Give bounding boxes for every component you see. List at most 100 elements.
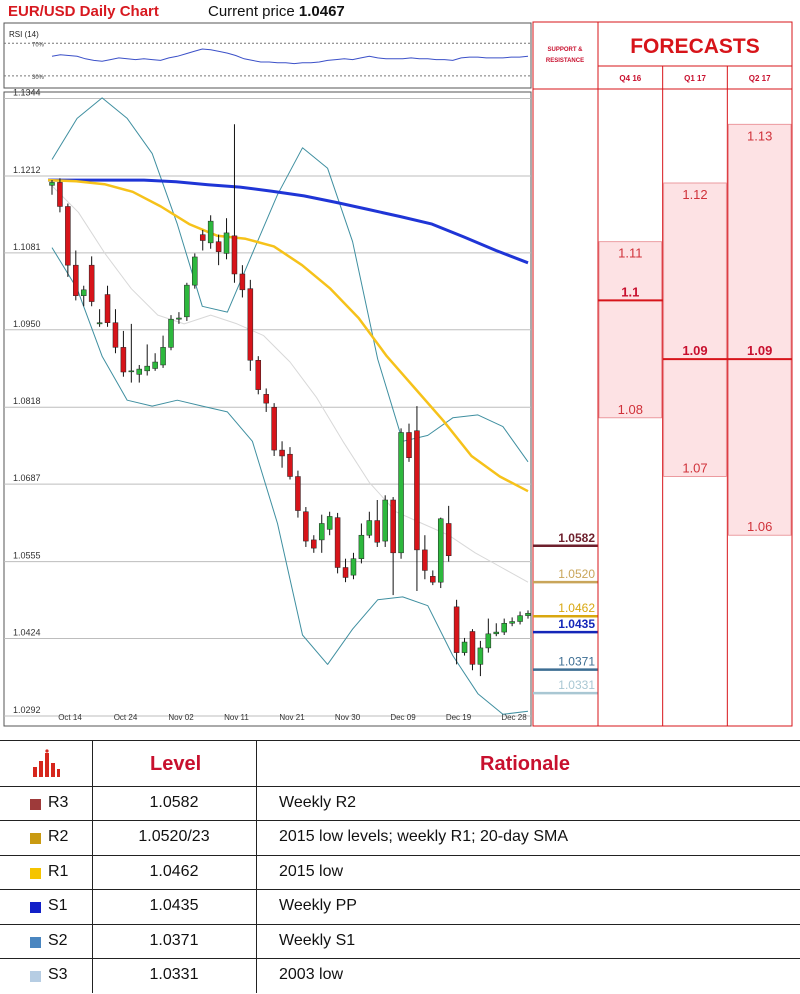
candle-down	[342, 567, 349, 578]
candle-up	[168, 318, 174, 348]
x-tick-label: Nov 30	[335, 713, 361, 722]
sr-level-label: 1.0331	[558, 678, 595, 692]
candle-down	[406, 432, 412, 458]
level-color-swatch	[30, 867, 41, 879]
forecast-mid-label: 1.09	[682, 343, 707, 358]
bar-chart-icon	[33, 749, 60, 777]
x-tick-label: Nov 11	[224, 713, 249, 722]
forecast-range-box	[727, 123, 792, 536]
rsi-panel	[3, 22, 532, 89]
level-name: R1	[48, 862, 69, 880]
forecasts-title: FORECASTS	[630, 35, 760, 58]
level-value: 1.0371	[149, 931, 199, 949]
level-name: R2	[48, 828, 69, 846]
candle-up	[398, 432, 404, 554]
quarter-label: Q1 17	[684, 74, 706, 83]
candle-up	[160, 347, 166, 366]
candle-down	[88, 264, 95, 302]
candle-up	[493, 631, 500, 635]
forecast-low-label: 1.06	[747, 519, 772, 534]
candle-up	[477, 647, 484, 665]
sr-level-label: 1.0435	[558, 617, 595, 631]
candle-up	[382, 499, 388, 542]
sr-level-label: 1.0520	[558, 567, 595, 581]
level-name: S3	[48, 966, 68, 983]
level-color-swatch	[30, 936, 41, 948]
candle-up	[207, 220, 214, 244]
x-tick-label: Oct 24	[114, 713, 138, 722]
forecast-mid-label: 1.1	[621, 284, 639, 299]
candle-down	[414, 430, 420, 551]
rationale-header: Rationale	[480, 753, 571, 775]
current-price: Current price 1.0467	[208, 3, 345, 20]
forecast-low-label: 1.07	[682, 461, 707, 476]
candle-up	[350, 558, 357, 576]
quarter-label: Q4 16	[619, 74, 641, 83]
x-tick-label: Dec 19	[446, 713, 472, 722]
candle-up	[509, 621, 515, 624]
candle-up	[318, 523, 325, 541]
rsi-line	[51, 48, 529, 65]
candle-down	[104, 294, 111, 323]
candle-up	[461, 641, 468, 653]
table-row: R3 1.0582 Weekly R2	[0, 786, 800, 821]
sma-mid-line	[47, 178, 529, 493]
rsi-level-label: 30%	[32, 75, 45, 81]
bollinger-upper-band	[51, 97, 529, 463]
level-name: S2	[48, 931, 68, 949]
quarter-label: Q2 17	[749, 74, 771, 83]
sr-level-label: 1.0582	[558, 531, 595, 545]
current-price-value: 1.0467	[298, 3, 345, 20]
candle-down	[295, 476, 301, 511]
levels-table: Level Rationale R3 1.0582 Weekly R2 R2 1.052…	[0, 740, 800, 993]
price-panel	[3, 91, 532, 727]
x-tick-label: Nov 02	[168, 713, 194, 722]
candle-down	[73, 264, 79, 296]
level-value: 1.0582	[149, 794, 199, 811]
candle-up	[525, 613, 531, 616]
candle-down	[239, 273, 246, 291]
level-color-swatch	[30, 902, 41, 914]
candle-down	[247, 288, 254, 361]
candle-down	[120, 347, 127, 373]
candle-down	[430, 576, 436, 583]
y-tick-label: 1.0424	[13, 628, 41, 638]
candle-up	[49, 182, 55, 186]
candle-up	[136, 368, 143, 375]
candle-up	[437, 518, 444, 583]
candle-down	[65, 206, 71, 266]
level-name: R3	[48, 794, 69, 811]
forecast-low-label: 1.08	[618, 402, 643, 417]
candle-down	[263, 394, 269, 404]
candle-down	[453, 606, 460, 653]
y-tick-label: 1.0818	[13, 396, 41, 406]
candle-down	[112, 322, 119, 348]
y-tick-label: 1.0555	[13, 551, 41, 561]
sma-long-line	[48, 178, 529, 265]
bollinger-lower-band	[51, 247, 529, 715]
candle-down	[303, 511, 309, 542]
forecast-range-box	[598, 241, 663, 419]
levels-table-header: Level Rationale	[0, 740, 800, 787]
forecast-range-box	[663, 182, 727, 477]
level-value: 1.0435	[149, 897, 199, 915]
table-row: S3 1.0331 2003 low	[0, 958, 800, 993]
level-rationale: 2003 low	[279, 966, 344, 983]
candle-up	[326, 516, 333, 530]
chart-title: EUR/USD Daily Chart	[8, 3, 159, 20]
level-color-swatch	[30, 971, 41, 982]
y-tick-label: 1.1212	[13, 165, 41, 175]
forecast-high-label: 1.12	[682, 187, 707, 202]
support-resistance-label: RESISTANCE	[546, 58, 584, 64]
level-rationale: Weekly R2	[279, 794, 357, 811]
level-rationale: Weekly PP	[279, 897, 357, 915]
level-color-swatch	[30, 799, 41, 810]
support-resistance-column	[532, 21, 599, 727]
candle-down	[445, 523, 452, 557]
table-row: R2 1.0520/23 2015 low levels; weekly R1; 2…	[0, 820, 800, 856]
x-tick-label: Oct 14	[58, 713, 82, 722]
y-tick-label: 1.0950	[13, 319, 41, 329]
candle-up	[358, 534, 365, 559]
sr-level-label: 1.0371	[558, 655, 595, 669]
candle-up	[184, 284, 190, 318]
